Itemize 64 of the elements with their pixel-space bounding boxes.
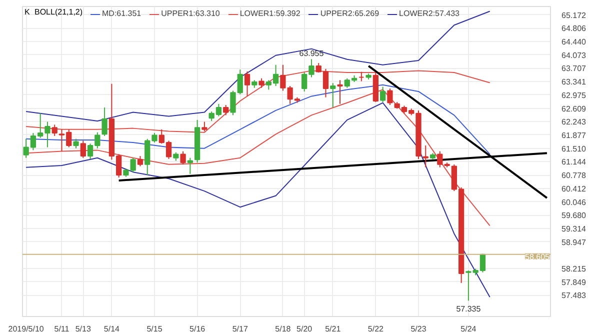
y-tick-label: 59.314 <box>562 224 587 234</box>
y-tick-label: 61.144 <box>562 158 587 167</box>
x-tick-label: 5/16 <box>190 324 206 334</box>
candlestick <box>244 70 250 97</box>
candlestick <box>358 71 364 82</box>
chart-title: K <box>24 8 30 16</box>
candlestick <box>337 80 343 104</box>
x-tick-label: 5/21 <box>325 324 342 334</box>
y-tick-label: 64.440 <box>562 38 587 47</box>
x-tick-label: 5/20 <box>296 324 313 334</box>
candlestick <box>137 156 144 167</box>
candlestick <box>380 86 386 103</box>
x-tick-label: 5/13 <box>75 324 92 334</box>
line-series <box>26 102 490 298</box>
candlestick <box>187 157 193 174</box>
y-tick-label: 64.073 <box>562 50 587 60</box>
candlestick <box>202 121 208 132</box>
y-tick-label: 58.215 <box>562 264 587 274</box>
y-tick-label: 60.046 <box>562 198 587 207</box>
x-tick-label: 5/14 <box>104 324 120 334</box>
legend-label: UPPER2:65.269 <box>320 9 380 18</box>
y-tick-label: 63.341 <box>562 78 587 87</box>
y-tick-label: 64.806 <box>562 24 587 34</box>
line-series <box>26 10 490 122</box>
y-tick-label: 57.483 <box>562 291 587 300</box>
x-tick-label: 5/22 <box>368 324 384 334</box>
chart-subtitle: BOLL(21,1,2) <box>34 8 83 16</box>
x-tick-label: 5/18 <box>275 324 292 334</box>
y-tick-label: 60.412 <box>562 184 587 194</box>
x-tick-label: 5/17 <box>232 324 248 334</box>
annotation: 63.955 <box>299 49 324 58</box>
y-tick-label: 62.609 <box>562 104 587 114</box>
y-tick-label: 61.510 <box>562 144 587 154</box>
annotation: 57.335 <box>456 304 482 314</box>
candlestick <box>52 124 58 136</box>
candlestick <box>223 104 229 116</box>
candlestick <box>387 88 393 106</box>
candlestick <box>330 82 336 108</box>
y-tick-label: 58.947 <box>562 238 587 247</box>
x-tick-label: 5/24 <box>460 324 477 334</box>
legend-label: LOWER1:59.392 <box>240 9 300 18</box>
legend-label: MD:61.351 <box>102 9 142 18</box>
y-tick-label: 61.877 <box>562 130 587 140</box>
x-tick-label: 2019/5/10 <box>8 324 44 334</box>
x-tick-label: 5/23 <box>410 324 427 334</box>
candlestick <box>80 140 86 158</box>
candlestick <box>258 78 264 88</box>
y-tick-label: 60.778 <box>562 171 587 180</box>
candlestick <box>422 144 428 168</box>
ref-line-label: 58.605 <box>525 252 550 262</box>
y-tick-label: 62.243 <box>562 118 587 127</box>
legend-label: LOWER2:57.433 <box>399 9 460 18</box>
y-tick-label: 65.172 <box>562 10 587 20</box>
candlestick <box>180 150 186 165</box>
legend-label: UPPER1:63.310 <box>161 9 220 18</box>
candlestick <box>102 107 108 136</box>
y-tick-label: 57.849 <box>562 278 587 287</box>
x-tick-label: 5/15 <box>146 324 163 334</box>
x-tick-label: 5/11 <box>54 324 70 334</box>
y-tick-label: 62.975 <box>562 90 587 100</box>
y-tick-label: 59.680 <box>562 211 587 220</box>
y-tick-label: 63.707 <box>562 64 587 74</box>
candlestick <box>73 138 79 149</box>
line-series <box>26 84 490 155</box>
